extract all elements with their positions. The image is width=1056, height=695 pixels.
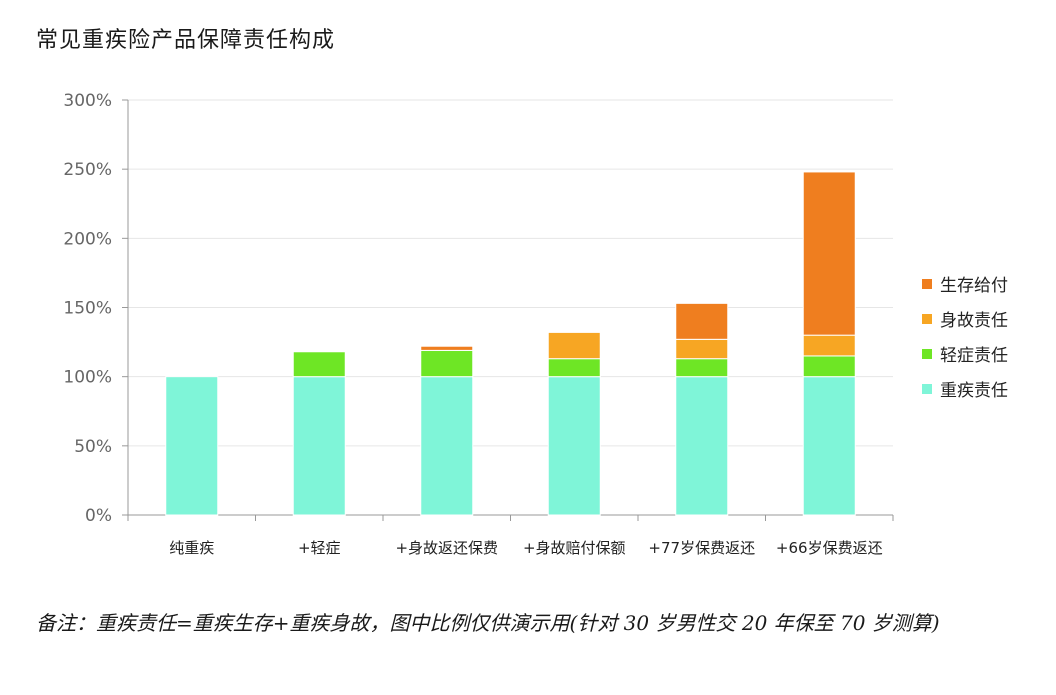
legend-label: 生存给付 <box>940 276 1008 296</box>
legend-item: 身故责任 <box>922 301 1008 336</box>
x-tick-label: +77岁保费返还 <box>648 539 755 557</box>
x-axis-ticks: 纯重疾 +轻症 +身故返还保费 +身故赔付保额 +77岁保费返还 +66岁保费返还 <box>127 515 894 557</box>
bar-segment <box>675 338 729 360</box>
bar-segment <box>547 331 601 360</box>
y-tick-label: 0% <box>85 506 112 526</box>
bar-segment <box>547 358 601 378</box>
legend-label: 身故责任 <box>940 311 1008 331</box>
legend-item: 生存给付 <box>922 266 1008 301</box>
legend-item: 轻症责任 <box>922 336 1008 371</box>
bar-segment <box>420 345 474 351</box>
x-tick-label: 纯重疾 <box>169 539 214 557</box>
bar-segment <box>547 376 601 516</box>
bar-segment <box>802 334 856 357</box>
x-tick-label: +身故赔付保额 <box>523 539 626 557</box>
y-tick-label: 50% <box>74 437 112 457</box>
x-tick-label: +66岁保费返还 <box>776 539 883 557</box>
bar-segment <box>802 171 856 336</box>
bar-segment <box>420 349 474 378</box>
legend: 生存给付身故责任轻症责任重疾责任 <box>922 266 1008 406</box>
chart-note: 备注：重疾责任=重疾生存+重疾身故，图中比例仅供演示用(针对 30 岁男性交 2… <box>36 611 940 635</box>
legend-swatch <box>922 313 932 324</box>
y-tick-label: 200% <box>63 229 112 249</box>
y-axis-ticks: 0% 50% 100% 150% 200% 250% 300% <box>63 91 128 526</box>
y-tick-label: 100% <box>63 368 112 388</box>
legend-swatch <box>922 348 932 359</box>
bar-segment <box>292 351 346 378</box>
bar-segment <box>802 355 856 378</box>
grid-lines <box>128 99 893 447</box>
legend-swatch <box>922 383 932 394</box>
bar-segment <box>802 376 856 516</box>
x-tick-label: +轻症 <box>298 539 341 557</box>
chart-title: 常见重疾险产品保障责任构成 <box>36 28 336 53</box>
legend-swatch <box>922 278 932 289</box>
bar-segment <box>675 302 729 340</box>
legend-label: 重疾责任 <box>940 381 1008 401</box>
bar-segment <box>165 376 219 516</box>
y-tick-label: 250% <box>63 160 112 180</box>
bar-segment <box>675 358 729 378</box>
bar-segment <box>420 376 474 516</box>
bar-segment <box>675 376 729 516</box>
y-tick-label: 300% <box>63 91 112 111</box>
bar-segment <box>292 376 346 516</box>
legend-item: 重疾责任 <box>922 371 1008 406</box>
bars <box>165 171 856 516</box>
stacked-bar-chart: 0% 50% 100% 150% 200% 250% 300% 纯重疾 +轻症 +身故返还保费 +… <box>63 91 894 557</box>
x-tick-label: +身故返还保费 <box>395 539 498 557</box>
legend-label: 轻症责任 <box>940 346 1008 366</box>
y-tick-label: 150% <box>63 299 112 319</box>
